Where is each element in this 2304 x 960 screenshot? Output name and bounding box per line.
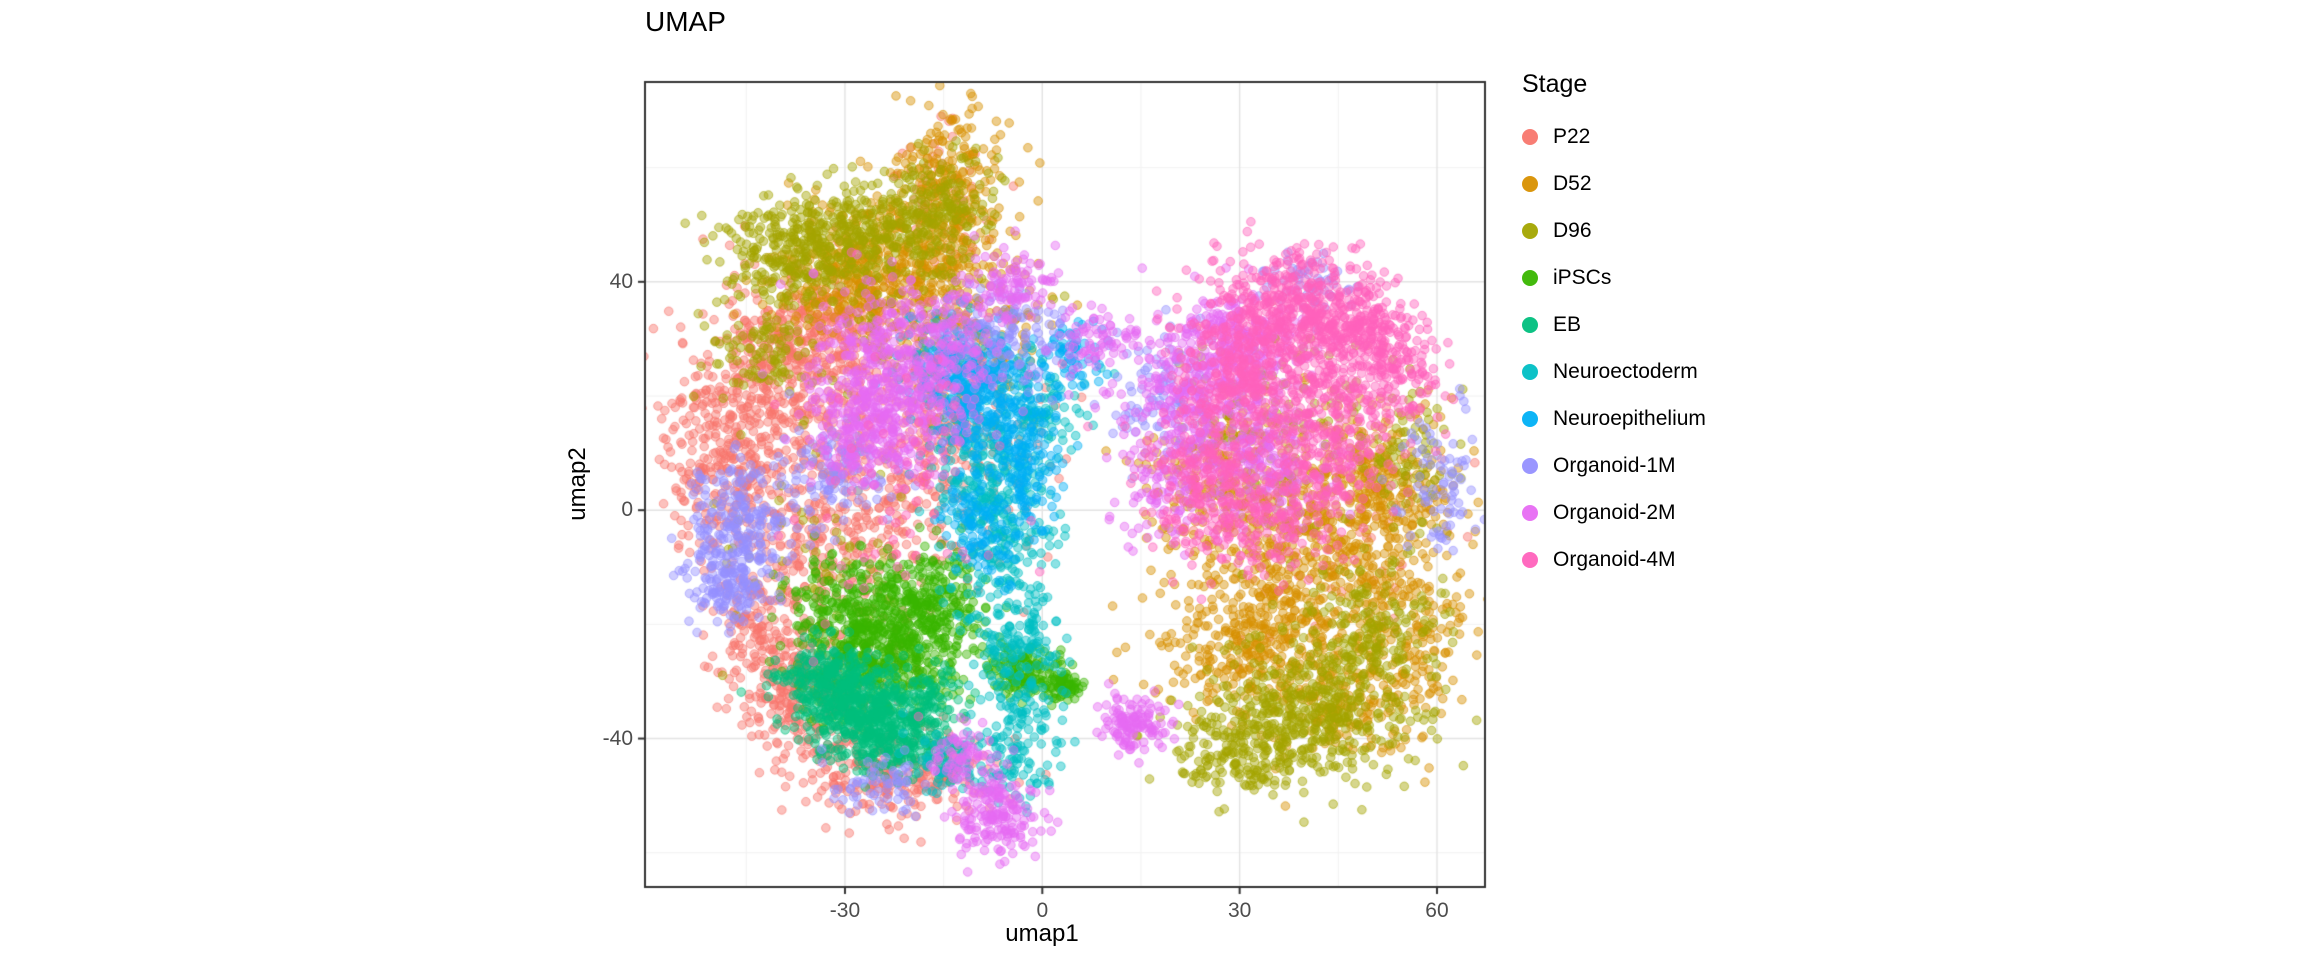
legend-entry-label: Neuroectoderm xyxy=(1553,359,1698,383)
legend-key-dot xyxy=(1522,316,1538,333)
y-axis-title: umap2 xyxy=(564,447,591,521)
x-tick-label: 0 xyxy=(1036,899,1049,922)
legend-entry: D96 xyxy=(1522,207,1706,254)
legend-entry: iPSCs xyxy=(1522,254,1706,301)
legend-entry: Neuroepithelium xyxy=(1522,395,1706,442)
x-tick-label: 30 xyxy=(1227,899,1252,922)
legend-entry: EB xyxy=(1522,301,1706,348)
legend-title: Stage xyxy=(1522,70,1588,98)
legend-entry: Organoid-2M xyxy=(1522,489,1706,536)
chart-title: UMAP xyxy=(645,6,726,37)
x-axis-title: umap1 xyxy=(1005,920,1079,947)
legend-entry-label: iPSCs xyxy=(1553,265,1612,289)
legend-key-dot xyxy=(1522,363,1538,380)
legend-key-dot xyxy=(1522,457,1538,474)
legend-entry: Neuroectoderm xyxy=(1522,348,1706,395)
legend-entry-label: Neuroepithelium xyxy=(1553,406,1706,430)
y-tick-label: 0 xyxy=(621,498,633,522)
legend-key-dot xyxy=(1522,504,1538,521)
legend-entry: D52 xyxy=(1522,160,1706,207)
legend-entry-label: EB xyxy=(1553,312,1582,336)
legend-entry-label: Organoid-1M xyxy=(1553,453,1676,477)
x-tick-label: 60 xyxy=(1425,899,1449,922)
legend-key-dot xyxy=(1522,551,1538,568)
legend-entry: P22 xyxy=(1522,113,1706,160)
legend-entry-label: D52 xyxy=(1553,171,1592,195)
legend: Stage P22 D52 D96 iPSCs EB Neuroectoderm Neuro… xyxy=(1522,70,1706,583)
x-tick-label: -30 xyxy=(829,899,861,922)
legend-entry-label: Organoid-2M xyxy=(1553,500,1676,524)
legend-key-dot xyxy=(1522,175,1538,192)
legend-key-dot xyxy=(1522,410,1538,427)
legend-entry-label: D96 xyxy=(1553,218,1592,242)
legend-key-dot xyxy=(1522,222,1538,239)
legend-entry-label: P22 xyxy=(1553,124,1591,148)
legend-entry: Organoid-1M xyxy=(1522,442,1706,489)
legend-entry-label: Organoid-4M xyxy=(1553,547,1676,571)
legend-entries: P22 D52 D96 iPSCs EB Neuroectoderm Neuroepithe… xyxy=(1522,113,1706,583)
y-tick-label: -40 xyxy=(602,726,633,750)
legend-entry: Organoid-4M xyxy=(1522,536,1706,583)
legend-key-dot xyxy=(1522,128,1538,145)
y-tick-label: 40 xyxy=(609,269,633,293)
legend-key-dot xyxy=(1522,269,1538,286)
